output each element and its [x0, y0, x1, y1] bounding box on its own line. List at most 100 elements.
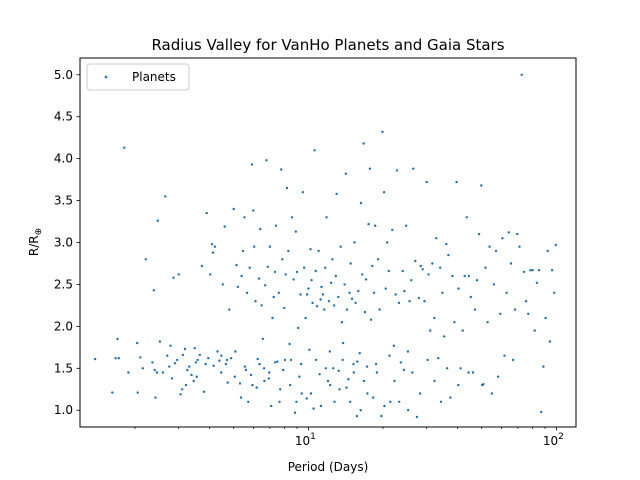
y-axis-label: R/R⊕: [27, 228, 44, 256]
data-point: [522, 270, 526, 274]
data-point: [158, 340, 162, 343]
data-point: [357, 289, 360, 293]
data-point: [258, 362, 261, 366]
data-point: [295, 400, 298, 403]
data-point: [492, 283, 496, 286]
data-point: [345, 386, 348, 389]
data-point: [290, 216, 294, 219]
data-point: [144, 258, 147, 261]
data-point: [305, 293, 309, 296]
data-point: [207, 357, 210, 360]
data-point: [372, 291, 376, 294]
data-point: [477, 232, 481, 236]
data-point: [224, 362, 228, 366]
data-point: [166, 354, 169, 357]
data-point: [410, 279, 413, 282]
data-point: [375, 371, 379, 374]
data-point: [353, 241, 356, 244]
y-tick-label: 4.5: [54, 110, 73, 124]
data-point: [344, 172, 347, 175]
data-point: [314, 269, 317, 273]
data-point: [229, 357, 233, 360]
data-point: [494, 249, 498, 253]
chart-title: Radius Valley for VanHo Planets and Gaia…: [151, 36, 504, 54]
data-point: [315, 358, 318, 362]
data-point: [324, 367, 327, 370]
y-axis-label-subscript: ⊕: [34, 228, 44, 236]
data-point: [136, 391, 139, 394]
data-point: [323, 308, 326, 311]
data-point: [243, 365, 247, 368]
data-point: [257, 277, 261, 280]
data-point: [349, 400, 352, 403]
data-point: [345, 308, 349, 311]
data-point: [333, 400, 336, 403]
data-point: [398, 400, 401, 403]
data-point: [248, 266, 251, 269]
data-point: [154, 396, 157, 399]
data-point: [169, 344, 172, 347]
data-point: [355, 414, 359, 418]
data-point: [228, 308, 231, 311]
data-point: [524, 300, 528, 303]
data-point: [406, 350, 410, 353]
data-point: [250, 163, 254, 166]
data-point: [168, 365, 171, 368]
data-point: [270, 404, 273, 408]
data-point: [381, 130, 384, 133]
data-point: [241, 249, 245, 253]
data-point: [293, 411, 297, 414]
data-point: [202, 390, 206, 393]
data-point: [289, 358, 293, 362]
data-point: [225, 358, 229, 362]
data-point: [204, 362, 207, 366]
data-point: [389, 400, 392, 403]
data-point: [308, 348, 311, 351]
data-point: [319, 298, 322, 301]
data-point: [421, 268, 424, 271]
data-point: [233, 375, 236, 378]
data-point: [540, 410, 543, 414]
y-tick-label: 2.5: [54, 277, 73, 291]
data-point: [332, 304, 336, 307]
data-point: [463, 274, 466, 278]
data-point: [289, 383, 292, 387]
data-point: [152, 289, 155, 292]
data-point: [193, 347, 196, 350]
data-point: [429, 329, 432, 332]
data-point: [408, 300, 411, 303]
x-tick-exponent: 1: [310, 432, 316, 442]
data-point: [114, 357, 117, 360]
data-point: [401, 269, 404, 273]
data-point: [151, 361, 154, 364]
data-point: [499, 312, 502, 315]
data-point: [338, 388, 341, 391]
data-point: [196, 358, 199, 362]
data-point: [364, 278, 368, 281]
data-point: [548, 340, 552, 343]
data-point: [412, 167, 415, 170]
y-tick-label: 5.0: [54, 68, 73, 82]
data-point: [181, 353, 185, 357]
data-point: [467, 274, 471, 278]
data-point: [216, 350, 219, 353]
data-point: [383, 404, 386, 408]
data-point: [139, 356, 142, 359]
data-point: [347, 378, 350, 381]
data-point: [535, 281, 539, 284]
data-point: [403, 289, 406, 293]
data-point: [127, 371, 130, 374]
y-tick-label: 2.0: [54, 319, 73, 333]
data-point: [283, 358, 287, 362]
data-point: [471, 371, 475, 374]
data-point: [348, 291, 351, 294]
data-point: [161, 371, 165, 374]
data-point: [186, 368, 189, 372]
data-point: [366, 392, 369, 395]
data-point: [331, 258, 334, 261]
data-point: [395, 169, 399, 172]
data-point: [301, 191, 304, 194]
data-point: [253, 245, 256, 248]
data-point: [287, 249, 290, 253]
